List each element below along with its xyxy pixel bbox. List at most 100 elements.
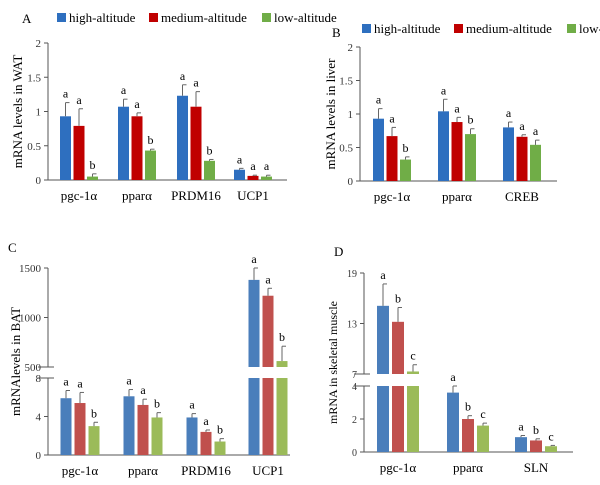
significance-letter: a bbox=[140, 383, 146, 397]
bar bbox=[392, 321, 404, 374]
bar bbox=[407, 386, 419, 452]
significance-letter: a bbox=[237, 152, 243, 166]
bar bbox=[377, 305, 389, 374]
panel-letter: A bbox=[22, 11, 32, 26]
panel-letter: C bbox=[8, 240, 17, 255]
legend-label: low-altitude bbox=[579, 21, 600, 36]
bar bbox=[248, 279, 260, 367]
x-tick-label: SLN bbox=[524, 460, 549, 475]
bar bbox=[451, 122, 463, 181]
y-tick-label: 1.5 bbox=[27, 72, 41, 84]
bar bbox=[137, 404, 149, 455]
bar bbox=[545, 446, 557, 452]
bar bbox=[177, 95, 188, 180]
x-tick-label: pgc-1α bbox=[380, 460, 417, 475]
significance-letter: b bbox=[403, 141, 409, 155]
significance-letter: b bbox=[217, 423, 223, 437]
bar bbox=[407, 371, 419, 374]
significance-letter: b bbox=[468, 113, 474, 127]
significance-letter: c bbox=[410, 349, 415, 363]
bar bbox=[247, 175, 259, 180]
legend-swatch bbox=[362, 24, 371, 33]
bar bbox=[60, 116, 71, 180]
bar bbox=[447, 392, 459, 452]
y-tick-label: 2 bbox=[36, 38, 42, 50]
legend-label: high-altitude bbox=[374, 21, 441, 36]
x-tick-label: pgc-1α bbox=[374, 189, 411, 204]
significance-letter: a bbox=[376, 93, 382, 107]
y-tick-label: 4 bbox=[352, 382, 357, 393]
legend-swatch bbox=[567, 24, 576, 33]
significance-letter: a bbox=[77, 376, 83, 390]
significance-letter: a bbox=[63, 87, 69, 101]
significance-letter: b bbox=[533, 423, 539, 437]
significance-letter: a bbox=[454, 101, 460, 115]
panel-d: D 0 2 47 13 19 mRNA in skeletal muscle pgc-1α pp… bbox=[326, 244, 573, 475]
y-axis-label: mRNA levels in WAT bbox=[10, 55, 25, 169]
x-tick-label: pgc-1α bbox=[61, 188, 98, 203]
significance-letter: b bbox=[465, 400, 471, 414]
y-tick-label: 1000 bbox=[19, 313, 42, 325]
bar bbox=[438, 111, 449, 181]
x-tick-label: pgc-1α bbox=[62, 463, 99, 478]
x-tick-label: UCP1 bbox=[252, 463, 284, 478]
x-tick-label: PRDM16 bbox=[181, 463, 231, 478]
bar bbox=[123, 396, 135, 455]
significance-letter: b bbox=[154, 397, 160, 411]
x-tick-label: CREB bbox=[505, 189, 539, 204]
bar bbox=[131, 116, 143, 180]
y-tick-label: 7 bbox=[352, 370, 357, 381]
x-tick-label: PRDM16 bbox=[171, 188, 221, 203]
bar bbox=[200, 431, 212, 455]
bar bbox=[145, 150, 156, 180]
bar bbox=[462, 419, 474, 452]
y-tick-label: 13 bbox=[347, 320, 357, 331]
x-tick-label: pparα bbox=[122, 188, 152, 203]
bar bbox=[386, 136, 398, 181]
significance-letter: b bbox=[395, 292, 401, 306]
significance-letter: b bbox=[90, 158, 96, 172]
y-tick-label: 2 bbox=[352, 415, 357, 426]
legend-swatch bbox=[262, 13, 271, 22]
x-tick-label: pparα bbox=[442, 189, 472, 204]
significance-letter: a bbox=[134, 97, 140, 111]
significance-letter: a bbox=[519, 119, 525, 133]
bar bbox=[465, 134, 476, 181]
bar bbox=[73, 125, 85, 180]
significance-letter: a bbox=[389, 111, 395, 125]
bar bbox=[190, 106, 202, 180]
y-tick-label: 0 bbox=[36, 175, 42, 187]
significance-letter: c bbox=[480, 407, 485, 421]
y-tick-label: 1 bbox=[36, 107, 42, 119]
significance-letter: a bbox=[265, 272, 271, 286]
y-tick-label: 19 bbox=[347, 269, 357, 280]
bar bbox=[214, 441, 226, 455]
bar bbox=[276, 361, 288, 367]
y-tick-label: 1 bbox=[348, 109, 354, 121]
significance-letter: a bbox=[450, 370, 456, 384]
bar bbox=[530, 440, 542, 452]
bar bbox=[377, 386, 389, 452]
x-tick-label: pparα bbox=[453, 460, 483, 475]
significance-letter: a bbox=[76, 93, 82, 107]
bar bbox=[204, 160, 215, 180]
y-axis-label: mRNA levels in liver bbox=[323, 58, 338, 170]
bar bbox=[530, 144, 541, 181]
bar bbox=[118, 106, 129, 180]
legend-label: low-altitude bbox=[274, 10, 337, 25]
significance-letter: a bbox=[380, 268, 386, 282]
significance-letter: c bbox=[548, 429, 553, 443]
y-tick-label: 0.5 bbox=[27, 141, 41, 153]
significance-letter: b bbox=[91, 406, 97, 420]
bar bbox=[503, 127, 514, 181]
bar bbox=[248, 378, 260, 455]
legend-label: high-altitude bbox=[69, 10, 136, 25]
bar bbox=[60, 398, 72, 455]
significance-letter: a bbox=[126, 374, 132, 388]
legend-swatch bbox=[454, 24, 463, 33]
significance-letter: b bbox=[148, 133, 154, 147]
significance-letter: a bbox=[203, 414, 209, 428]
panel-letter: D bbox=[334, 244, 343, 259]
significance-letter: a bbox=[264, 159, 270, 173]
